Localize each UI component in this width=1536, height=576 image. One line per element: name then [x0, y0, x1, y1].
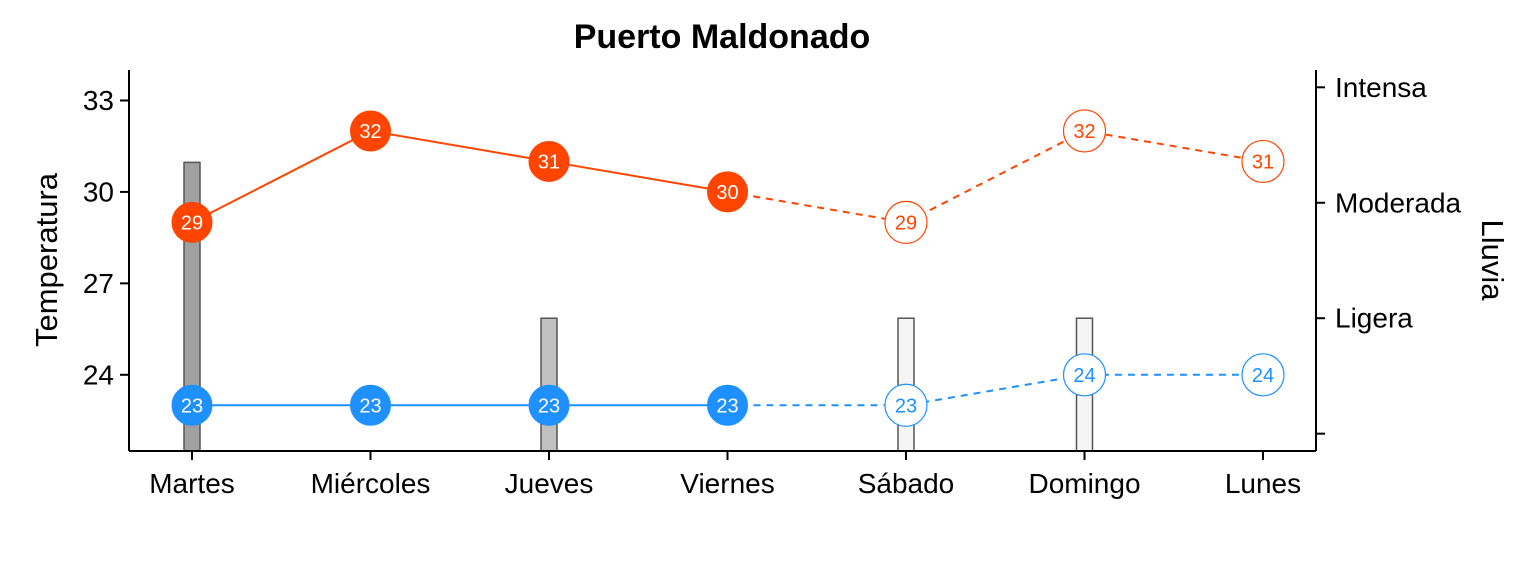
y-axis-title-left: Temperatura — [29, 172, 64, 347]
data-label: 32 — [1073, 121, 1095, 143]
y-tick-label-right: Ligera — [1335, 303, 1413, 334]
x-tick-label: Martes — [149, 468, 235, 499]
data-point — [1241, 353, 1285, 397]
data-point — [350, 110, 391, 152]
data-point — [1241, 139, 1285, 184]
data-label: 32 — [359, 121, 381, 143]
rain-bar — [540, 317, 558, 452]
axes: 24 27 30 33 Ligera Moderada Intensa Martes Miérc… — [83, 70, 1462, 499]
y-tick-label-left: 33 — [83, 85, 114, 116]
data-point — [1062, 109, 1107, 153]
x-tick-label: Miércoles — [311, 468, 431, 499]
series-line-observed — [191, 129, 728, 224]
data-label: 24 — [1252, 365, 1274, 387]
y-tick-label-left: 24 — [83, 359, 114, 390]
data-label: 23 — [181, 395, 203, 417]
data-label: 24 — [1073, 365, 1095, 387]
data-point — [350, 384, 391, 426]
chart-title: Puerto Maldonado — [574, 18, 871, 56]
x-tick-label: Sábado — [858, 468, 955, 499]
x-tick-label: Viernes — [680, 468, 774, 499]
data-point — [528, 140, 570, 182]
data-point — [171, 384, 213, 426]
data-point — [528, 384, 570, 426]
series-line-forecast — [727, 129, 1264, 224]
data-label: 23 — [538, 395, 560, 417]
y-tick-label-right: Moderada — [1335, 187, 1462, 218]
x-tick-label: Domingo — [1028, 468, 1140, 499]
data-point — [171, 201, 213, 243]
x-tick-label: Lunes — [1225, 468, 1301, 499]
y-axis-title-right: Lluvia — [1475, 220, 1510, 302]
data-point — [884, 200, 928, 244]
data-point — [884, 383, 928, 427]
data-point — [707, 171, 748, 213]
data-label: 29 — [181, 212, 203, 234]
data-point — [1062, 353, 1107, 397]
data-label: 23 — [716, 395, 738, 417]
series-line-forecast — [727, 373, 1263, 407]
data-label: 29 — [895, 212, 917, 234]
data-label: 31 — [1252, 151, 1274, 173]
y-tick-label-left: 30 — [83, 176, 114, 207]
x-tick-label: Jueves — [505, 468, 594, 499]
data-label: 23 — [359, 395, 381, 417]
data-label: 30 — [716, 182, 738, 204]
y-tick-label-left: 27 — [83, 268, 114, 299]
data-point — [707, 384, 748, 426]
y-tick-label-right: Intensa — [1335, 72, 1427, 103]
data-label: 31 — [538, 151, 560, 173]
series-points: 29 32 31 30 29 32 31 23 23 23 23 23 24 24 — [171, 109, 1285, 427]
data-label: 23 — [895, 395, 917, 417]
series-lines — [191, 129, 1264, 407]
rain-bars — [183, 161, 1094, 452]
